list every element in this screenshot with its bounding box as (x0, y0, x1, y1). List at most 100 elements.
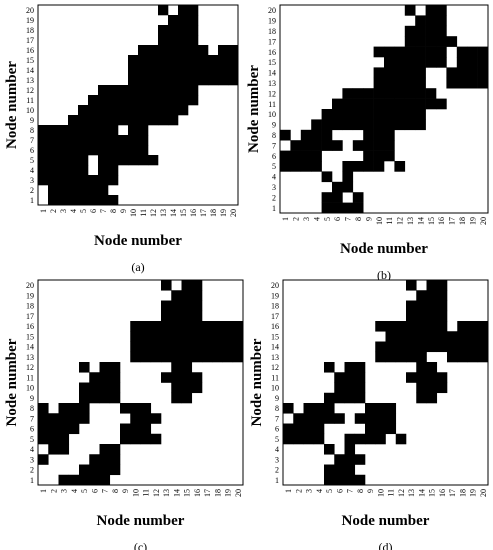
matrix-cell (222, 331, 234, 342)
matrix-cell (426, 331, 438, 342)
x-tick-label: 14 (172, 489, 181, 497)
y-tick-label: 9 (30, 394, 34, 403)
matrix-cell (38, 413, 49, 424)
matrix-cell (108, 155, 119, 166)
matrix-cell (181, 331, 193, 342)
matrix-cell (352, 140, 364, 151)
matrix-cell (161, 280, 172, 291)
matrix-cell (191, 300, 203, 312)
matrix-cell (89, 474, 100, 486)
matrix-cell (342, 171, 354, 183)
matrix-cell (467, 77, 478, 89)
x-tick-label: 11 (142, 489, 151, 497)
matrix-cell (138, 65, 149, 76)
matrix-cell (188, 5, 199, 16)
matrix-cell (148, 45, 159, 56)
matrix-cell (108, 145, 119, 156)
matrix-cell (384, 109, 395, 120)
x-tick-label: 20 (229, 209, 238, 217)
y-axis-title: Node number (246, 65, 262, 153)
matrix-cell (181, 321, 193, 332)
x-tick-label: 10 (375, 217, 384, 225)
matrix-cell (426, 392, 438, 404)
y-tick-label: 5 (30, 156, 34, 165)
x-tick-label: 9 (119, 209, 128, 213)
matrix-cell (373, 140, 385, 151)
matrix-cell (425, 15, 437, 27)
x-tick-label: 14 (416, 217, 425, 225)
matrix-cell (436, 98, 447, 110)
matrix-cell (58, 125, 69, 136)
matrix-cell (375, 351, 386, 363)
matrix-cell (363, 129, 374, 141)
matrix-cell (109, 372, 121, 383)
matrix-cell (58, 145, 69, 156)
matrix-cell (178, 5, 189, 16)
matrix-cell (118, 155, 129, 166)
matrix-cell (436, 290, 448, 301)
matrix-cell (202, 331, 213, 342)
matrix-cell (191, 290, 203, 301)
y-tick-label: 20 (26, 6, 34, 15)
x-tick-label: 19 (468, 217, 477, 225)
matrix-cell (212, 331, 223, 342)
matrix-cell (447, 331, 458, 342)
x-tick-label: 18 (213, 489, 222, 497)
matrix-cell (321, 192, 333, 203)
matrix-cell (332, 109, 343, 120)
x-tick-label: 1 (281, 217, 290, 221)
matrix-cell (373, 88, 385, 99)
y-tick-label: 13 (26, 353, 34, 362)
matrix-cell (311, 129, 322, 141)
matrix-cell (365, 433, 376, 445)
matrix-cell (181, 280, 193, 291)
y-tick-label: 16 (26, 322, 34, 331)
matrix-cell (384, 119, 395, 131)
matrix-cell (352, 192, 364, 203)
matrix-cell (130, 321, 141, 332)
matrix-cell (447, 351, 458, 363)
x-tick-label: 13 (159, 209, 168, 217)
matrix-cell (99, 454, 111, 465)
x-tick-label: 8 (109, 209, 118, 213)
matrix-cell (446, 67, 458, 79)
matrix-cell (191, 351, 203, 363)
matrix-cell (78, 195, 89, 206)
matrix-cell (212, 321, 223, 332)
matrix-cell (68, 155, 79, 166)
matrix-cell (99, 474, 111, 486)
matrix-cell (161, 300, 172, 312)
matrix-cell (344, 454, 356, 465)
y-tick-label: 20 (268, 6, 276, 15)
matrix-cell (375, 341, 386, 353)
matrix-cell (395, 331, 407, 342)
matrix-cell (384, 140, 395, 151)
matrix-cell (384, 57, 395, 68)
matrix-cell (208, 55, 219, 66)
matrix-cell (158, 75, 169, 86)
matrix-cell (415, 25, 426, 37)
matrix-cell (118, 135, 129, 146)
matrix-cell (384, 150, 395, 162)
matrix-cell (332, 192, 343, 203)
matrix-cell (352, 202, 364, 214)
matrix-cell (352, 88, 364, 99)
y-tick-label: 3 (30, 176, 34, 185)
matrix-cell (120, 403, 131, 414)
matrix-cell (342, 88, 354, 99)
matrix-cell (140, 331, 152, 342)
matrix-cell (181, 310, 193, 322)
matrix-cell (457, 341, 468, 353)
matrix-cell (363, 150, 374, 162)
matrix-cell (128, 105, 139, 116)
y-tick-label: 5 (275, 435, 279, 444)
matrix-cell (181, 351, 193, 363)
x-tick-label: 14 (169, 209, 178, 217)
matrix-cell (283, 433, 294, 445)
matrix-cell (324, 392, 335, 404)
matrix-cell (446, 77, 458, 89)
matrix-cell (404, 119, 416, 131)
matrix-cell (384, 129, 395, 141)
matrix-cell (140, 423, 152, 435)
matrix-cell (68, 403, 80, 414)
